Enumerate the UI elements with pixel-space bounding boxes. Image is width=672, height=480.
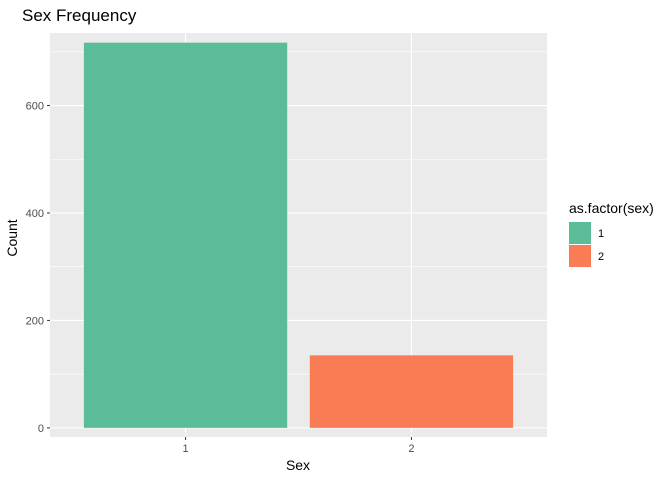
legend-label-2: 2 <box>598 251 604 263</box>
bars <box>83 42 514 428</box>
y-axis: 0 200 400 600 <box>26 101 50 435</box>
x-tick-label: 1 <box>182 443 188 455</box>
legend-swatch-1 <box>569 222 591 244</box>
legend-label-1: 1 <box>598 228 604 240</box>
y-tick-label: 200 <box>26 315 44 327</box>
legend: as.factor(sex) 12 <box>569 200 654 267</box>
chart-title: Sex Frequency <box>22 6 137 25</box>
bar-1 <box>83 42 288 428</box>
x-axis-title: Sex <box>286 457 310 473</box>
legend-entries: 12 <box>569 222 604 267</box>
y-tick-label: 400 <box>26 208 44 220</box>
x-tick-label: 2 <box>408 443 414 455</box>
y-tick-label: 0 <box>38 423 44 435</box>
bar-2 <box>309 355 514 428</box>
y-tick-label: 600 <box>26 101 44 113</box>
y-axis-title: Count <box>4 219 20 256</box>
legend-title: as.factor(sex) <box>569 200 654 216</box>
legend-swatch-2 <box>569 245 591 267</box>
